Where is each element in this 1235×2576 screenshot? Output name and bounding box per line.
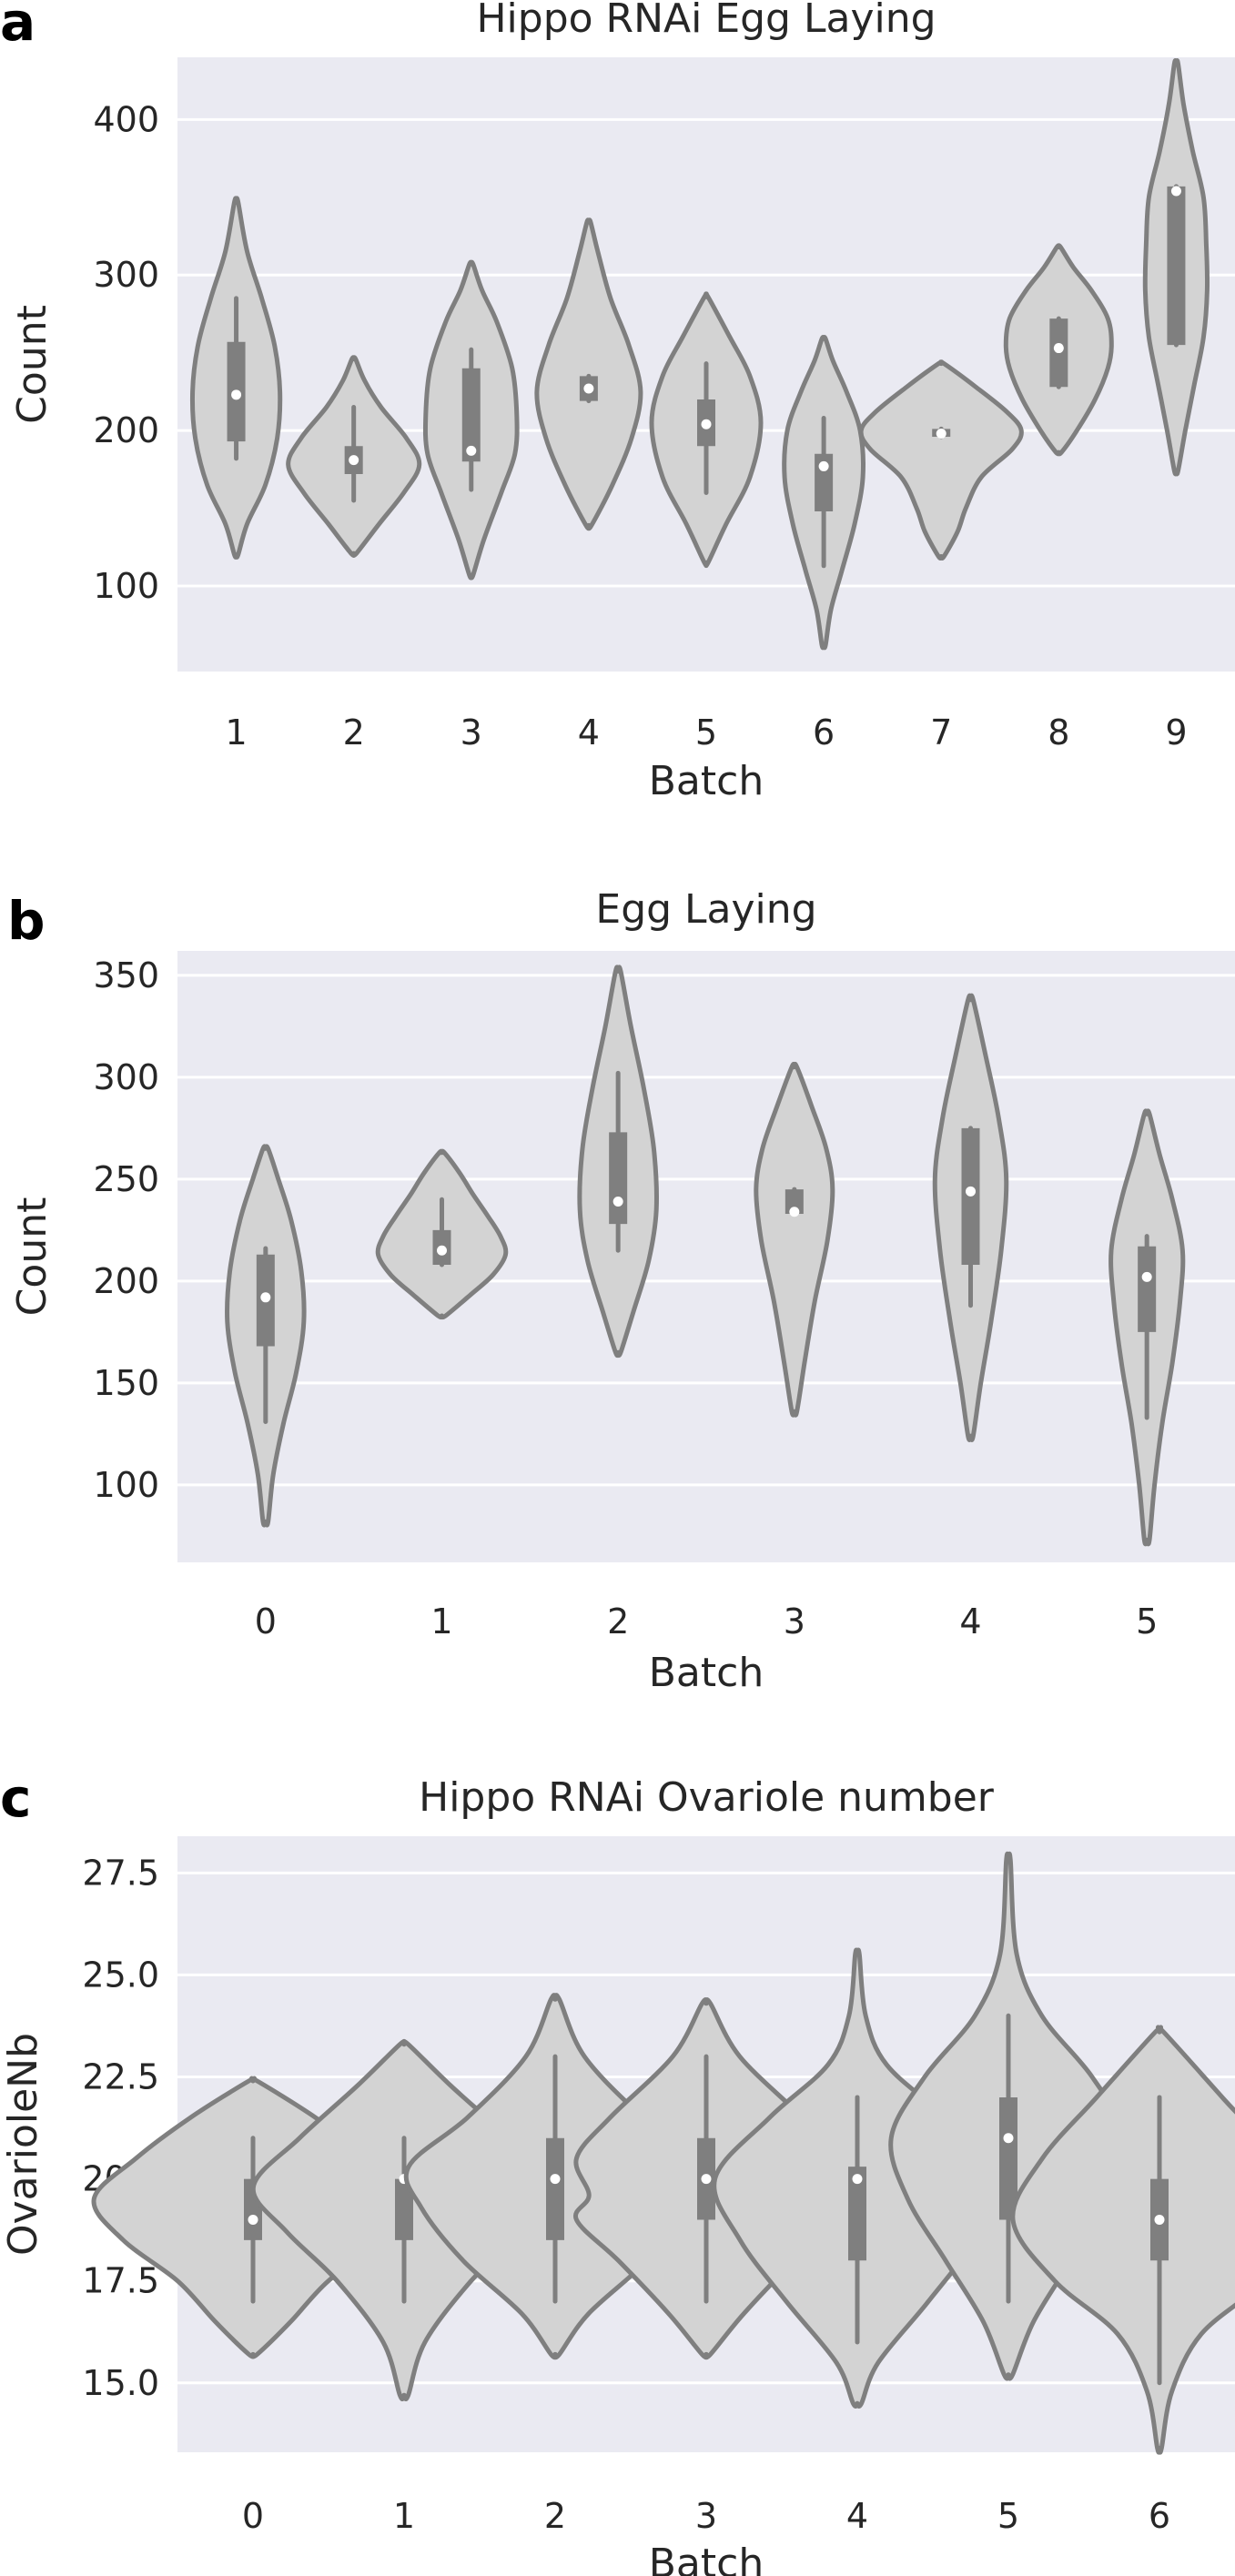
violin-1 [189, 196, 283, 560]
y-tick-label: 150 [93, 1363, 159, 1403]
chart-title: Hippo RNAi Egg Laying [476, 0, 936, 42]
x-tick-label: 3 [695, 2496, 717, 2536]
y-tick-label: 250 [93, 1159, 159, 1199]
violin-3 [422, 259, 520, 581]
panel-letter: b [7, 890, 46, 952]
x-tick-label: 2 [544, 2496, 566, 2536]
y-axis-label: Count [9, 305, 56, 424]
x-tick-label: 8 [1048, 712, 1069, 753]
violin-body [754, 1061, 835, 1418]
plot-background [177, 951, 1235, 1562]
y-tick-label: 17.5 [82, 2261, 159, 2301]
violin-median [1141, 1271, 1152, 1282]
x-axis-label: Batch [649, 1650, 764, 1696]
x-tick-label: 9 [1165, 712, 1187, 753]
violin-body [858, 359, 1024, 561]
violin-1 [375, 1148, 509, 1320]
panel-a: 100 200 300 400 1 2 3 4 5 6 7 8 9 Hippo RNAi Egg Layi… [0, 0, 1235, 804]
x-tick-label: 2 [607, 1601, 629, 1642]
x-tick-label: 3 [784, 1601, 805, 1642]
x-axis-label: Batch [649, 758, 764, 804]
violin-median [1003, 2133, 1014, 2144]
x-tick-label: 0 [242, 2496, 264, 2536]
x-tick-label: 4 [578, 712, 600, 753]
violin-median [701, 419, 712, 429]
x-tick-label: 4 [846, 2496, 868, 2536]
violin-2 [577, 965, 659, 1359]
y-tick-label: 350 [93, 955, 159, 995]
violin-2 [286, 355, 422, 558]
x-tick-label: 2 [343, 712, 365, 753]
y-tick-label: 100 [93, 1465, 159, 1505]
violin-0 [225, 1144, 307, 1528]
violin-9 [1142, 58, 1210, 477]
y-tick-label: 300 [93, 1057, 159, 1097]
violin-median [466, 445, 477, 456]
violin-median [583, 383, 594, 394]
violin-median [701, 2174, 712, 2185]
violin-4 [932, 993, 1009, 1442]
violin-6 [782, 335, 866, 651]
chart-title: Egg Laying [595, 886, 816, 933]
violin-median [1154, 2214, 1165, 2225]
violin-median [1053, 343, 1064, 354]
x-tick-label: 7 [930, 712, 952, 753]
violin-median [966, 1186, 976, 1197]
y-tick-label: 200 [93, 1261, 159, 1301]
x-tick-label: 1 [393, 2496, 415, 2536]
y-tick-label: 15.0 [82, 2363, 159, 2403]
y-tick-label: 100 [93, 566, 159, 606]
violin-median [612, 1197, 623, 1207]
violin-4 [712, 1947, 1003, 2409]
x-tick-label: 5 [997, 2496, 1019, 2536]
violin-median [1170, 186, 1181, 197]
x-tick-label: 4 [959, 1601, 981, 1642]
x-tick-label: 6 [1149, 2496, 1170, 2536]
y-axis-label: OvarioleNb [0, 2033, 46, 2256]
violin-4 [534, 217, 643, 531]
x-tick-label: 5 [1136, 1601, 1158, 1642]
x-tick-label: 6 [813, 712, 835, 753]
y-axis-label: Count [9, 1197, 56, 1317]
violin-median [550, 2174, 561, 2185]
violin-median [231, 389, 242, 400]
violin-median [852, 2174, 863, 2185]
violin-5 [649, 291, 764, 569]
violin-median [789, 1207, 800, 1217]
chart-title: Hippo RNAi Ovariole number [419, 1774, 995, 1821]
violin-median [349, 455, 359, 466]
x-tick-label: 1 [225, 712, 247, 753]
panel-letter: c [0, 1767, 31, 1829]
y-tick-label: 400 [93, 99, 159, 139]
x-axis-label: Batch [649, 2541, 764, 2576]
panel-b: 100 150 200 250 300 350 0 1 2 3 4 5 Egg Laying Batch C… [7, 886, 1235, 1696]
x-tick-label: 3 [461, 712, 482, 753]
violin-8 [1003, 243, 1114, 457]
violin-median [437, 1245, 447, 1256]
violin-body [1010, 2025, 1235, 2455]
violin-3 [754, 1061, 835, 1418]
violin-median [818, 460, 829, 471]
violin-7 [858, 359, 1024, 561]
violin-6 [1010, 2025, 1235, 2455]
y-tick-label: 300 [93, 255, 159, 295]
y-tick-label: 22.5 [82, 2057, 159, 2097]
x-tick-label: 1 [430, 1601, 452, 1642]
y-tick-label: 27.5 [82, 1853, 159, 1893]
violin-median [260, 1292, 271, 1303]
violin-median [248, 2214, 258, 2225]
panel-letter: a [0, 0, 35, 53]
x-tick-label: 0 [255, 1601, 277, 1642]
y-tick-label: 200 [93, 410, 159, 450]
violin-median [936, 429, 946, 439]
y-tick-label: 25.0 [82, 1955, 159, 1995]
violin-5 [1108, 1108, 1186, 1547]
x-tick-label: 5 [695, 712, 717, 753]
